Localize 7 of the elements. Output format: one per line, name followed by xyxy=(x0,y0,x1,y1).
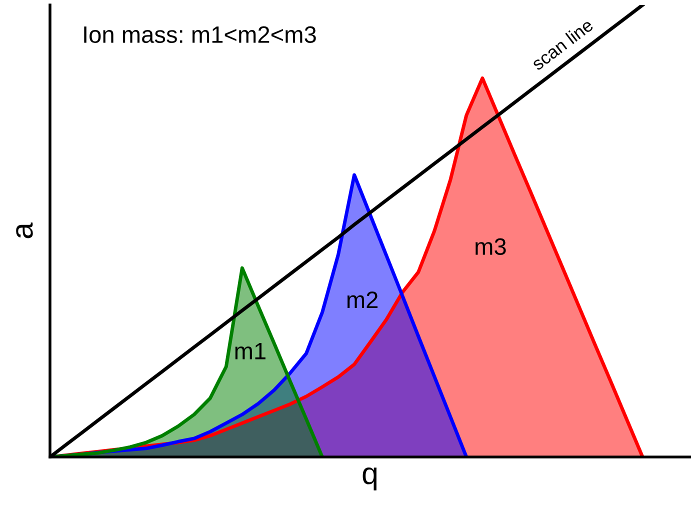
series-label: m1 xyxy=(235,342,266,360)
y-axis-title: a xyxy=(16,222,33,238)
annotation: Ion mass: m1<m2<m3 xyxy=(84,26,316,43)
series-label: m3 xyxy=(476,238,506,256)
x-axis-title: q xyxy=(362,468,377,490)
text: scan line xyxy=(530,18,594,71)
series-label: m2 xyxy=(347,291,378,308)
